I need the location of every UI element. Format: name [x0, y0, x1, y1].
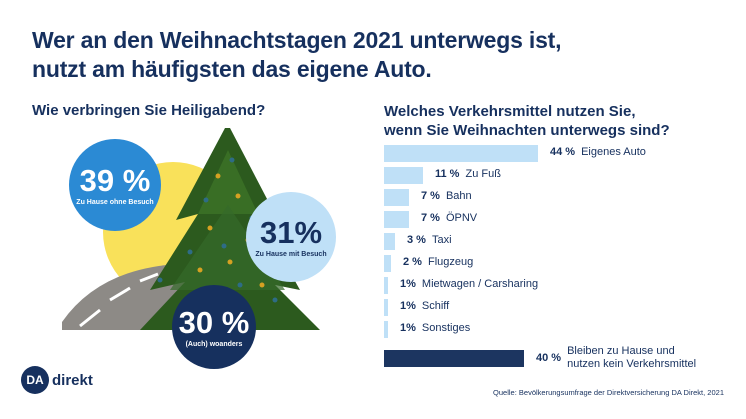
bar-label: 44 % Eigenes Auto — [550, 146, 646, 158]
bar-value-label: 7 % — [421, 212, 440, 224]
bubble-elsewhere: 30 % (Auch) woanders — [172, 285, 256, 369]
bar-value-label: 1% — [400, 278, 416, 290]
bar-category-label: Zu Fuß — [465, 168, 501, 180]
bar-label: 1% Sonstiges — [400, 322, 470, 334]
bar-label: 1% Schiff — [400, 300, 449, 312]
bar — [384, 277, 388, 294]
road-marking — [79, 272, 159, 328]
source-note: Quelle: Bevölkerungsumfrage der Direktve… — [493, 388, 724, 397]
christmas-illustration — [62, 128, 320, 330]
bar — [384, 145, 538, 162]
bar-label: 3 % Taxi — [407, 234, 452, 246]
bar-value-label: 1% — [400, 322, 416, 334]
bar-value-label: 7 % — [421, 190, 440, 202]
bar-label: 2 % Flugzeug — [403, 256, 473, 268]
bar-category-label: Taxi — [431, 234, 452, 246]
bar-value-label: 40 % — [536, 352, 562, 364]
bar-label: 7 % Bahn — [421, 190, 472, 202]
bubble-label: (Auch) woanders — [185, 340, 243, 348]
left-question: Wie verbringen Sie Heiligabend? — [32, 102, 266, 119]
bar — [384, 321, 388, 338]
bar-value-label: 11 % — [435, 168, 460, 180]
bar-category-label: Schiff — [421, 300, 450, 312]
bar — [384, 255, 391, 272]
bar — [384, 299, 388, 316]
bar — [384, 233, 395, 250]
bar-category-label: Bleiben zu Hause und nutzen kein Verkehrs… — [567, 345, 697, 370]
bubble-label: Zu Hause ohne Besuch — [76, 198, 154, 206]
title-line-2: nutzt am häufigsten das eigene Auto. — [32, 56, 432, 82]
right-question: Welches Verkehrsmittel nutzen Sie, wenn … — [384, 102, 670, 140]
bar-label: 1% Mietwagen / Carsharing — [400, 278, 538, 290]
bar-label: 7 % ÖPNV — [421, 212, 477, 224]
bubble-home-without-guests: 39 % Zu Hause ohne Besuch — [69, 139, 161, 231]
logo-word: direkt — [52, 371, 93, 389]
right-question-line-2: wenn Sie Weihnachten unterwegs sind? — [384, 122, 670, 139]
right-question-line-1: Welches Verkehrsmittel nutzen Sie, — [384, 103, 636, 120]
bubble-value: 31% — [259, 214, 323, 250]
bar-category-label: Eigenes Auto — [581, 146, 646, 158]
bar-category-label: Bahn — [445, 190, 472, 202]
bar-value-label: 2 % — [403, 256, 422, 268]
bar-category-label: Sonstiges — [421, 322, 471, 334]
bar-category-label: Flugzeug — [427, 256, 474, 268]
da-direkt-logo: DA direkt — [21, 366, 93, 394]
bar — [384, 211, 409, 228]
bubble-label: Zu Hause mit Besuch — [255, 250, 327, 258]
bar — [384, 350, 524, 367]
page-title: Wer an den Weihnachtstagen 2021 unterweg… — [32, 26, 562, 84]
bar-value-label: 1% — [400, 300, 416, 312]
bar-category-label: Mietwagen / Carsharing — [421, 278, 539, 290]
bar-value-label: 44 % — [550, 146, 576, 158]
bar-value-label: 3 % — [407, 234, 426, 246]
title-line-1: Wer an den Weihnachtstagen 2021 unterweg… — [32, 27, 562, 53]
bubble-value: 39 % — [79, 162, 151, 198]
bar — [384, 189, 409, 206]
bar-label: 40 % Bleiben zu Hause und nutzen kein Verk… — [536, 345, 696, 371]
bubble-value: 30 % — [178, 304, 250, 340]
bar-category-label: ÖPNV — [445, 212, 478, 224]
bubble-home-with-guests: 31% Zu Hause mit Besuch — [246, 192, 336, 282]
bar-label: 11 % Zu Fuß — [435, 168, 501, 180]
logo-mark: DA — [21, 366, 49, 394]
bar — [384, 167, 423, 184]
